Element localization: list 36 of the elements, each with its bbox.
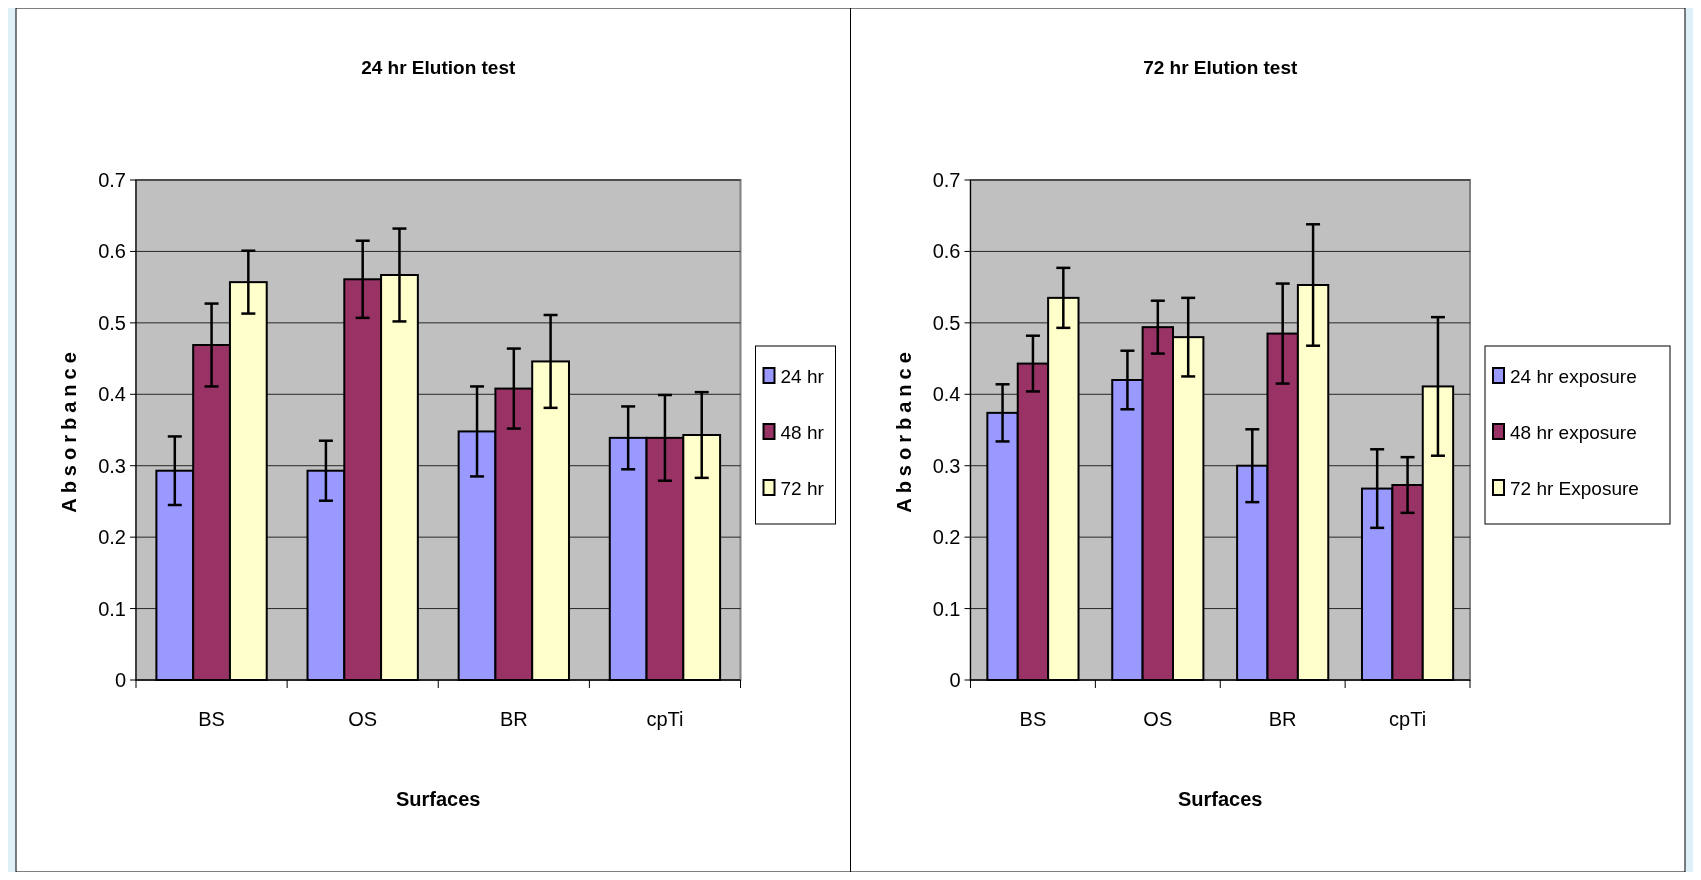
y-tick-label: 0.4 bbox=[98, 383, 126, 406]
x-tick-label: cpTi bbox=[1389, 708, 1427, 730]
legend-label: 72 hr Exposure bbox=[1510, 477, 1639, 499]
y-tick-label: 0.6 bbox=[932, 240, 961, 263]
y-tick-label: 0.1 bbox=[98, 597, 126, 620]
y-tick-label: 0.1 bbox=[932, 597, 961, 620]
y-tick-label: 0.5 bbox=[98, 311, 126, 334]
chart-title: 24 hr Elution test bbox=[361, 57, 516, 78]
legend-label: 24 hr exposure bbox=[1510, 365, 1637, 387]
legend-label: 24 hr bbox=[780, 365, 825, 387]
y-tick-label: 0.2 bbox=[98, 526, 126, 549]
y-tick-label: 0.2 bbox=[932, 526, 961, 549]
y-axis-title: Absorbance bbox=[58, 347, 80, 513]
y-tick-label: 0.4 bbox=[932, 383, 961, 406]
y-tick-label: 0.7 bbox=[932, 169, 961, 191]
y-tick-label: 0.3 bbox=[98, 454, 126, 477]
legend-label: 72 hr bbox=[780, 477, 825, 499]
y-tick-label: 0 bbox=[114, 669, 126, 691]
y-tick-label: 0.7 bbox=[98, 169, 126, 191]
x-axis-title: Surfaces bbox=[396, 788, 481, 810]
legend-label: 48 hr exposure bbox=[1510, 421, 1637, 443]
y-tick-label: 0.6 bbox=[98, 240, 126, 263]
y-axis-title: Absorbance bbox=[892, 347, 915, 513]
x-axis-title: Surfaces bbox=[1178, 788, 1263, 810]
y-tick-label: 0.3 bbox=[932, 454, 961, 477]
y-tick-label: 0 bbox=[949, 669, 961, 691]
x-tick-label: OS bbox=[348, 708, 378, 730]
x-tick-label: BS bbox=[198, 708, 225, 730]
x-tick-label: BR bbox=[499, 708, 528, 730]
x-tick-label: cpTi bbox=[646, 708, 684, 730]
y-tick-label: 0.5 bbox=[932, 311, 961, 334]
x-tick-label: BS bbox=[1019, 708, 1047, 730]
x-tick-label: OS bbox=[1143, 708, 1173, 730]
legend-label: 48 hr bbox=[780, 421, 825, 443]
x-tick-label: BR bbox=[1268, 708, 1297, 730]
chart-title: 72 hr Elution test bbox=[1143, 57, 1298, 78]
